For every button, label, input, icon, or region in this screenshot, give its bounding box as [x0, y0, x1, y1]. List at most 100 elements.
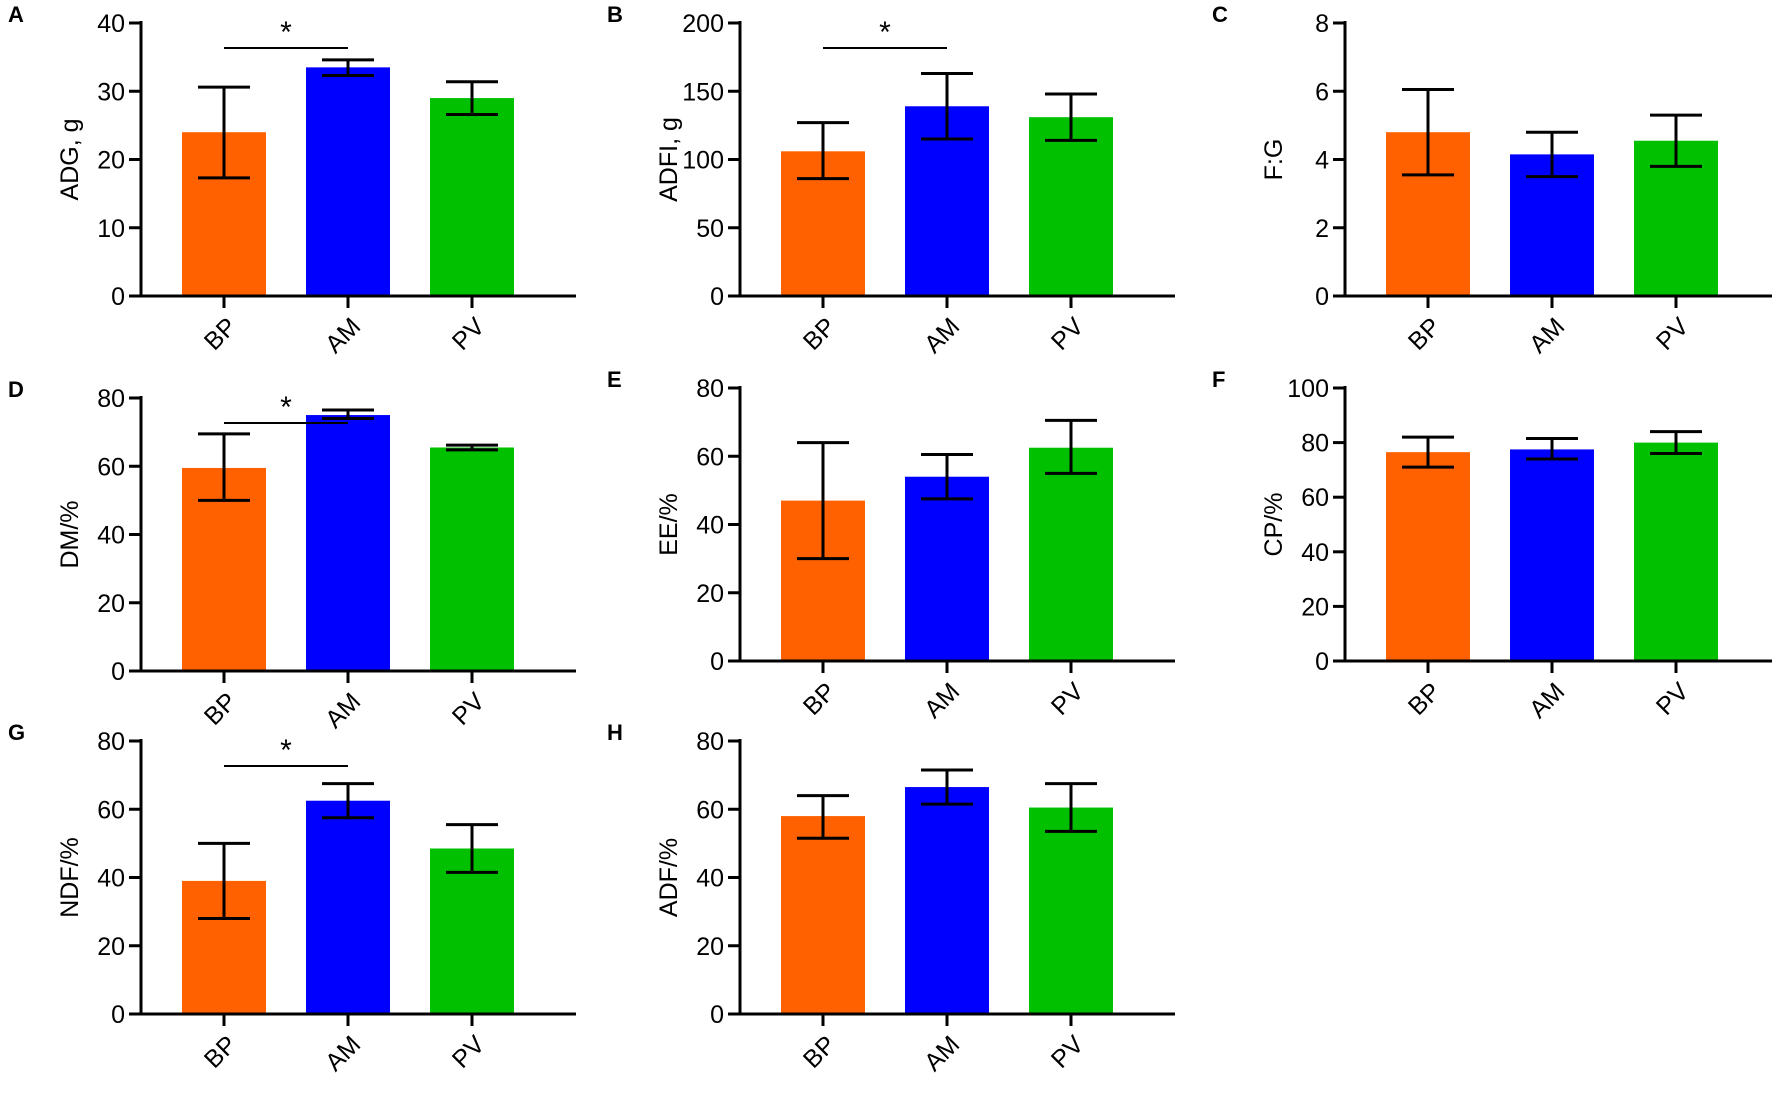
x-tick-label: AM — [1524, 312, 1570, 358]
bar-pv — [1029, 807, 1113, 1014]
y-tick-label: 40 — [97, 10, 125, 38]
error-bar-am — [1526, 437, 1578, 461]
y-tick-label: 200 — [682, 10, 724, 38]
error-bar-bp — [198, 85, 250, 180]
panel-a: A BP AM PV 0 10 20 30 40 ADG, g * — [0, 0, 590, 370]
y-tick-label: 6 — [1315, 78, 1329, 106]
y-tick-label: 20 — [97, 590, 125, 618]
panel-g: G BP AM PV 0 20 40 60 80 NDF/% * — [0, 718, 590, 1088]
error-bar-bp — [1402, 88, 1454, 177]
x-tick-label: BP — [1403, 677, 1446, 720]
y-tick-label: 0 — [111, 658, 125, 686]
x-tick-label: PV — [447, 1030, 491, 1074]
panel-label: D — [8, 377, 24, 402]
y-tick-label: 40 — [97, 865, 125, 893]
y-tick-label: 100 — [1287, 375, 1329, 403]
y-tick-label: 40 — [696, 865, 724, 893]
x-tick-label: BP — [798, 1030, 841, 1073]
y-tick-label: 0 — [1315, 648, 1329, 676]
error-bar-bp — [1402, 435, 1454, 469]
y-tick-label: 40 — [97, 522, 125, 550]
y-tick-label: 60 — [97, 453, 125, 481]
y-tick-label: 0 — [111, 283, 125, 311]
error-bar-bp — [797, 441, 849, 561]
y-tick-label: 150 — [682, 78, 724, 106]
error-bar-bp — [198, 841, 250, 920]
y-axis-label: ADG, g — [56, 119, 84, 201]
y-tick-label: 4 — [1315, 147, 1329, 175]
y-axis-label: DM/% — [56, 500, 84, 568]
panel-label: E — [607, 367, 622, 392]
panel-e: E BP AM PV 0 20 40 60 80 EE/% — [599, 365, 1189, 735]
x-tick-label: AM — [919, 312, 965, 358]
panel-label: C — [1212, 2, 1228, 27]
y-axis-label: ADF/% — [655, 838, 683, 917]
chart-a: A BP AM PV 0 10 20 30 40 ADG, g * — [8, 2, 576, 359]
x-tick-label: BP — [798, 312, 841, 355]
error-bar-pv — [1650, 113, 1702, 168]
panel-h: H BP AM PV 0 20 40 60 80 ADF/% — [599, 718, 1189, 1088]
panel-f: F BP AM PV 0 20 40 60 80 100 CP/% — [1204, 365, 1772, 735]
y-tick-label: 0 — [710, 1001, 724, 1029]
chart-g: G BP AM PV 0 20 40 60 80 NDF/% * — [8, 720, 576, 1077]
y-tick-label: 0 — [1315, 283, 1329, 311]
bar-pv — [430, 98, 514, 296]
panel-d: D BP AM PV 0 20 40 60 80 DM/% * — [0, 375, 590, 745]
y-tick-label: 2 — [1315, 215, 1329, 243]
error-bar-pv — [1650, 430, 1702, 456]
bar-am — [306, 800, 390, 1014]
y-axis-label: NDF/% — [56, 837, 84, 918]
y-tick-label: 60 — [1301, 484, 1329, 512]
x-tick-label: PV — [1046, 312, 1090, 356]
error-bar-pv — [446, 80, 498, 116]
y-tick-label: 40 — [1301, 539, 1329, 567]
y-tick-label: 20 — [696, 933, 724, 961]
chart-f: F BP AM PV 0 20 40 60 80 100 CP/% — [1212, 367, 1772, 724]
panel-label: H — [607, 720, 623, 745]
chart-e: E BP AM PV 0 20 40 60 80 EE/% — [607, 367, 1175, 724]
x-tick-label: AM — [320, 1030, 366, 1076]
error-bar-bp — [797, 121, 849, 181]
y-tick-label: 20 — [696, 580, 724, 608]
x-tick-label: PV — [1046, 677, 1090, 721]
x-tick-label: AM — [919, 1030, 965, 1076]
bar-bp — [1386, 452, 1470, 661]
error-bar-pv — [446, 823, 498, 874]
error-bar-am — [921, 72, 973, 141]
error-bar-am — [322, 408, 374, 420]
y-tick-label: 20 — [97, 147, 125, 175]
y-tick-label: 0 — [710, 283, 724, 311]
y-tick-label: 80 — [1301, 430, 1329, 458]
y-tick-label: 30 — [97, 78, 125, 106]
y-tick-label: 8 — [1315, 10, 1329, 38]
chart-h: H BP AM PV 0 20 40 60 80 ADF/% — [607, 720, 1175, 1077]
panel-label: B — [607, 2, 623, 27]
x-tick-label: BP — [199, 312, 242, 355]
bar-am — [905, 787, 989, 1014]
bar-am — [1510, 449, 1594, 661]
bar-pv — [1029, 447, 1113, 661]
bar-pv — [430, 447, 514, 671]
y-tick-label: 80 — [97, 385, 125, 413]
significance-marker: * — [879, 16, 891, 49]
chart-c: C BP AM PV 0 2 4 6 8 F:G — [1212, 2, 1772, 359]
error-bar-am — [1526, 130, 1578, 179]
y-tick-label: 0 — [710, 648, 724, 676]
x-tick-label: PV — [447, 312, 491, 356]
y-tick-label: 20 — [1301, 593, 1329, 621]
y-tick-label: 60 — [696, 443, 724, 471]
bar-am — [306, 415, 390, 671]
error-bar-pv — [446, 443, 498, 452]
x-tick-label: BP — [798, 677, 841, 720]
y-tick-label: 60 — [696, 796, 724, 824]
error-bar-am — [322, 782, 374, 820]
bar-pv — [1029, 117, 1113, 296]
x-tick-label: AM — [320, 312, 366, 358]
panel-label: F — [1212, 367, 1225, 392]
bar-am — [306, 67, 390, 296]
significance-marker: * — [280, 16, 292, 49]
bar-bp — [781, 816, 865, 1014]
bar-am — [905, 476, 989, 661]
y-tick-label: 80 — [97, 728, 125, 756]
